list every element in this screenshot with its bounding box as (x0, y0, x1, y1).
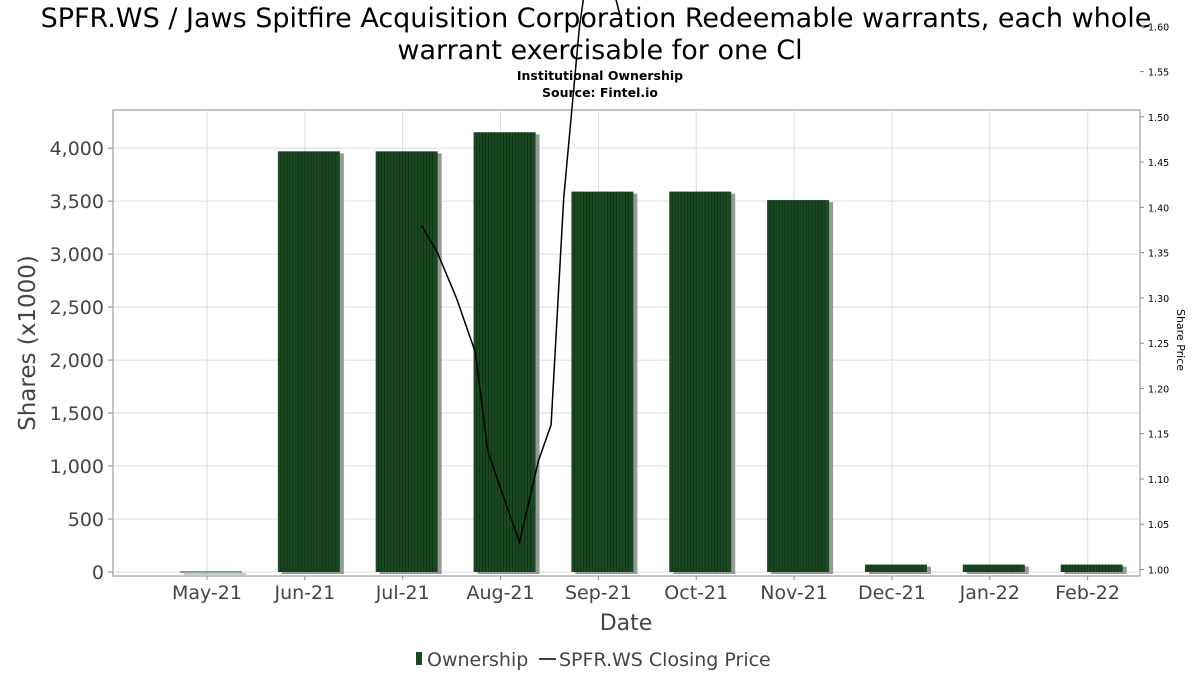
ownership-bar (180, 571, 242, 573)
x-tick-label: Jul-21 (375, 582, 430, 604)
bar-texture (1063, 564, 1118, 572)
ownership-bar (277, 151, 340, 572)
bar-shadow (184, 573, 246, 575)
chart-title-line2: warrant exercisable for one Cl (397, 35, 802, 66)
y2-tick-label: 1.05 (1148, 520, 1169, 531)
ownership-bar (1060, 564, 1123, 572)
y2-tick-label: 1.40 (1148, 203, 1169, 214)
y2-tick-label: 1.00 (1148, 566, 1169, 577)
closing-price-line (420, 0, 622, 545)
x-tick-label: Sep-21 (565, 582, 632, 604)
bar-texture (671, 191, 727, 572)
ownership-bar (864, 564, 927, 572)
y-tick-label: 2,000 (50, 350, 104, 372)
y2-tick-label: 1.10 (1148, 475, 1169, 486)
y-tick-label: 3,000 (50, 244, 104, 266)
chart-subtitle: Institutional Ownership (517, 68, 683, 83)
y2-tick-label: 1.35 (1148, 249, 1169, 260)
bar-texture (965, 564, 1021, 572)
x-axis-label: Date (600, 611, 653, 636)
y2-tick-label: 1.60 (1148, 22, 1169, 33)
chart-source: Source: Fintel.io (542, 85, 658, 100)
x-tick-label: Feb-22 (1055, 582, 1120, 604)
y2-tick-label: 1.55 (1148, 68, 1169, 79)
y2-tick-label: 1.25 (1148, 339, 1169, 350)
y-tick-label: 3,500 (50, 191, 104, 213)
bar-texture (867, 564, 923, 572)
y2-axis-label: Share Price (1174, 309, 1187, 371)
bar-texture (769, 200, 825, 572)
chart-title-line1: SPFR.WS / Jaws Spitfire Acquisition Corp… (41, 3, 1152, 34)
bar-texture (476, 132, 531, 572)
y-tick-label: 2,500 (50, 297, 104, 319)
x-tick-label: Jun-21 (273, 582, 335, 604)
bar-texture (574, 191, 629, 572)
y-tick-label: 1,000 (50, 456, 104, 478)
y-tick-label: 4,000 (50, 138, 104, 160)
y-axis-label: Shares (x1000) (15, 255, 41, 431)
bar-texture (280, 151, 336, 572)
y2-tick-label: 1.50 (1148, 113, 1169, 124)
ownership-bar (767, 200, 830, 573)
legend-price-label: SPFR.WS Closing Price (559, 649, 771, 671)
y-tick-label: 500 (68, 509, 104, 531)
x-tick-label: Oct-21 (664, 582, 728, 604)
legend-ownership-swatch (416, 652, 422, 665)
x-tick-label: Aug-21 (466, 582, 534, 604)
y2-tick-label: 1.20 (1148, 384, 1169, 395)
y-tick-label: 1,500 (50, 403, 104, 425)
ownership-bar (669, 191, 732, 572)
y2-tick-label: 1.15 (1148, 430, 1169, 441)
x-tick-label: Nov-21 (760, 582, 828, 604)
legend: Ownership SPFR.WS Closing Price (416, 649, 771, 671)
ownership-bar (571, 191, 634, 572)
y-tick-label: 0 (92, 562, 104, 584)
x-tick-label: Dec-21 (858, 582, 926, 604)
x-tick-label: May-21 (172, 582, 242, 604)
x-tick-label: Jan-22 (959, 582, 1020, 604)
y2-tick-label: 1.45 (1148, 158, 1169, 169)
ownership-bar (962, 564, 1025, 572)
bar-texture (378, 151, 434, 572)
ownership-bar (375, 151, 438, 572)
y2-tick-label: 1.30 (1148, 294, 1169, 305)
legend-ownership-label: Ownership (427, 649, 528, 671)
